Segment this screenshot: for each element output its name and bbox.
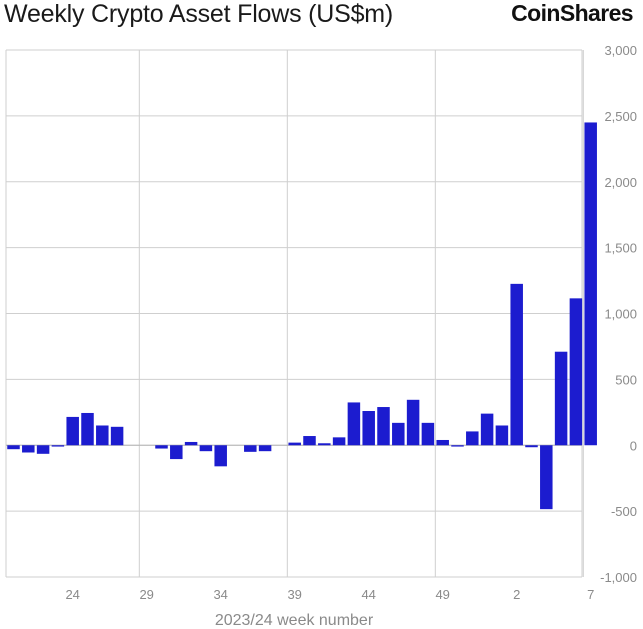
bar-week-40	[303, 436, 316, 446]
bar-week-30	[155, 445, 168, 449]
bar-week-37	[258, 445, 272, 452]
bar-week-44	[362, 411, 375, 446]
x-tick-label: 39	[287, 587, 301, 602]
bar-week-4	[540, 445, 553, 510]
y-tick-label: -500	[611, 504, 637, 519]
y-tick-label: 3,000	[604, 43, 637, 58]
y-tick-label: -1,000	[600, 570, 637, 585]
x-tick-label: 34	[213, 587, 227, 602]
y-tick-label: 1,000	[604, 307, 637, 322]
coinshares-logo: CoinShares	[511, 0, 633, 26]
bar-week-20	[7, 445, 20, 450]
x-tick-label: 2	[513, 587, 520, 602]
bar-week-6	[569, 298, 583, 446]
x-tick-label: 44	[361, 587, 375, 602]
bar-week-42	[332, 437, 346, 446]
bar-week-22	[36, 445, 50, 454]
bar-week-45	[377, 407, 390, 446]
bar-week-50	[451, 445, 464, 447]
bar-week-46	[392, 422, 405, 446]
bar-week-2	[510, 283, 523, 446]
y-tick-label: 2,500	[604, 109, 637, 124]
chart-title: Weekly Crypto Asset Flows (US$m)	[4, 0, 394, 28]
bar-week-48	[421, 422, 435, 446]
bar-week-26	[96, 425, 109, 446]
y-tick-label: 2,000	[604, 175, 637, 190]
bar-week-33	[199, 445, 213, 452]
bar-week-24	[66, 416, 79, 446]
x-tick-label: 29	[139, 587, 153, 602]
bar-week-23	[51, 445, 65, 447]
bar-week-7	[584, 122, 597, 446]
bar-week-31	[170, 445, 183, 460]
bar-week-39	[288, 442, 301, 446]
x-tick-label: 49	[435, 587, 449, 602]
bar-week-52	[480, 413, 494, 446]
bar-week-43	[347, 402, 361, 446]
x-axis-label: 2023/24 week number	[215, 612, 374, 629]
y-tick-label: 500	[615, 372, 637, 387]
bar-week-32	[184, 441, 198, 446]
y-tick-label: 0	[630, 438, 637, 453]
bar-week-34	[214, 445, 227, 467]
bar-week-36	[244, 445, 257, 452]
x-tick-label: 7	[587, 587, 594, 602]
bar-week-47	[406, 399, 420, 446]
bar-week-27	[110, 426, 124, 446]
bar-week-1	[495, 425, 509, 446]
bar-week-21	[22, 445, 35, 453]
y-tick-label: 1,500	[604, 241, 637, 256]
bar-week-41	[318, 443, 331, 446]
bar-week-5	[554, 351, 568, 446]
bar-week-3	[525, 445, 538, 448]
x-tick-label: 24	[65, 587, 79, 602]
bar-week-49	[436, 439, 449, 446]
bar-week-51	[466, 431, 479, 446]
bar-week-25	[81, 412, 94, 446]
